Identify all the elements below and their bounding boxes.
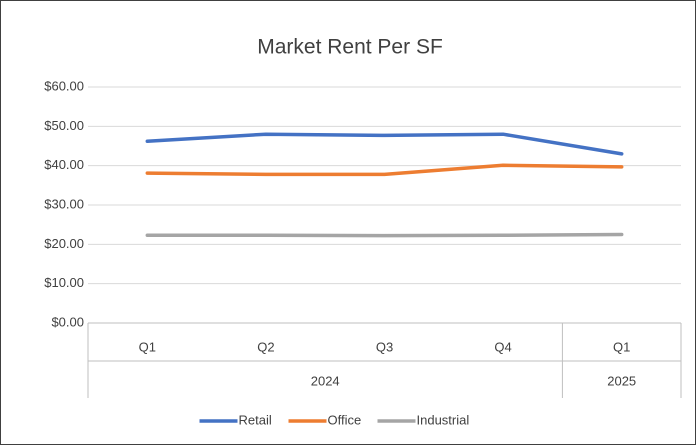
x-group-label: 2024	[311, 373, 340, 388]
chart-title: Market Rent Per SF	[257, 36, 443, 59]
y-tick-label: $0.00	[51, 314, 84, 329]
legend-label: Retail	[239, 412, 272, 427]
y-tick-label: $10.00	[44, 275, 84, 290]
y-tick-label: $40.00	[44, 157, 84, 172]
series-line	[145, 132, 624, 156]
series-line	[145, 232, 624, 238]
y-tick-label: $60.00	[44, 78, 84, 93]
x-tick-label: Q1	[139, 339, 156, 354]
y-tick-label: $30.00	[44, 196, 84, 211]
x-tick-label: Q2	[257, 339, 274, 354]
x-tick-label: Q4	[494, 339, 511, 354]
series-line	[145, 163, 624, 177]
legend-label: Industrial	[417, 412, 470, 427]
x-tick-label: Q1	[613, 339, 630, 354]
x-tick-label: Q3	[376, 339, 393, 354]
y-tick-label: $20.00	[44, 236, 84, 251]
y-tick-label: $50.00	[44, 118, 84, 133]
legend-label: Office	[328, 412, 362, 427]
x-group-label: 2025	[607, 373, 636, 388]
